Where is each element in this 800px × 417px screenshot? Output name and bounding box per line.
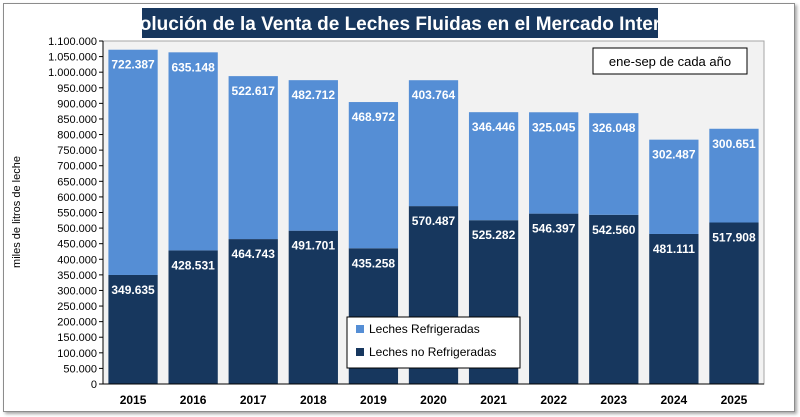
x-tick-label: 2022: [540, 393, 567, 407]
y-tick-label: 350.000: [57, 270, 97, 282]
bar-labels-group: 349.635 722.387 428.531 635.148 464.743 522.6…: [111, 58, 756, 297]
bar-data-label: 403.764: [412, 88, 456, 102]
bar-refrigeradas: [589, 113, 639, 215]
y-tick-label: 1.000.000: [48, 67, 97, 79]
y-tick-label: 550.000: [57, 208, 97, 220]
y-tick-label: 900.000: [57, 98, 97, 110]
y-tick-label: 700.000: [57, 161, 97, 173]
y-tick-label: 300.000: [57, 285, 97, 297]
bar-refrigeradas: [108, 49, 158, 275]
bar-no-refrigeradas: [288, 230, 338, 384]
bar-data-label: 482.712: [292, 88, 336, 102]
bar-data-label: 326.048: [592, 121, 636, 135]
bar-data-label: 300.651: [712, 137, 756, 151]
x-tick-label: 2019: [360, 393, 387, 407]
y-tick-label: 200.000: [57, 317, 97, 329]
bar-data-label: 517.908: [712, 231, 756, 245]
chart-title: Evolución de la Venta de Leches Fluidas …: [117, 14, 684, 35]
x-tick-label: 2021: [480, 393, 507, 407]
x-tick-label: 2023: [600, 393, 627, 407]
annotation-text: ene-sep de cada año: [609, 54, 731, 69]
y-tick-label: 850.000: [57, 114, 97, 126]
bar-refrigeradas: [348, 102, 399, 249]
y-tick-label: 150.000: [57, 332, 97, 344]
bar-data-label: 325.045: [532, 120, 576, 134]
bar-data-label: 481.111: [653, 242, 695, 256]
bar-data-label: 546.397: [532, 222, 576, 236]
bar-no-refrigeradas: [589, 214, 639, 384]
bar-refrigeradas: [228, 76, 278, 240]
bar-data-label: 491.701: [292, 239, 336, 253]
y-tick-label: 100.000: [57, 348, 97, 360]
bar-refrigeradas: [529, 112, 579, 214]
y-tick-label: 0: [91, 379, 97, 391]
bar-data-label: 722.387: [111, 58, 155, 72]
bar-data-label: 468.972: [352, 110, 396, 124]
bar-data-label: 435.258: [352, 256, 396, 270]
bar-no-refrigeradas: [649, 233, 699, 384]
bar-data-label: 542.560: [592, 223, 636, 237]
bar-refrigeradas: [408, 80, 459, 207]
bar-no-refrigeradas: [108, 274, 158, 384]
bar-no-refrigeradas: [228, 239, 278, 384]
x-tick-label: 2025: [721, 393, 748, 407]
bar-data-label: 570.487: [412, 214, 456, 228]
x-axis: 2015 2016 2017 2018 2019 2020 2021 2022 2023 2024…: [103, 383, 764, 407]
bar-refrigeradas: [709, 128, 759, 223]
bar-refrigeradas: [288, 80, 338, 231]
y-tick-label: 50.000: [63, 363, 97, 375]
title-banner: Evolución de la Venta de Leches Fluidas …: [117, 8, 684, 38]
bar-no-refrigeradas: [529, 213, 579, 384]
legend-swatch: [356, 348, 364, 356]
bar-data-label: 635.148: [171, 60, 215, 74]
y-tick-label: 450.000: [57, 239, 97, 251]
bar-refrigeradas: [168, 52, 218, 251]
y-tick-label: 1.050.000: [48, 52, 97, 64]
bar-refrigeradas: [649, 139, 699, 234]
x-tick-label: 2015: [120, 393, 147, 407]
legend-box: [346, 316, 521, 369]
legend-label: Leches Refrigeradas: [369, 322, 480, 336]
y-axis: 0 50.000 100.000 150.000 200.000 250.000 300.0…: [48, 36, 104, 391]
x-tick-label: 2020: [420, 393, 447, 407]
y-tick-label: 250.000: [57, 301, 97, 313]
bar-no-refrigeradas: [168, 250, 218, 384]
legend: Leches Refrigeradas Leches no Refrigerada…: [346, 316, 521, 369]
x-tick-label: 2024: [661, 393, 688, 407]
y-tick-label: 1.100.000: [48, 36, 97, 48]
legend-label: Leches no Refrigeradas: [369, 345, 496, 359]
y-tick-label: 800.000: [57, 130, 97, 142]
bar-data-label: 464.743: [232, 247, 276, 261]
x-tick-label: 2018: [300, 393, 327, 407]
y-tick-label: 400.000: [57, 254, 97, 266]
y-tick-label: 650.000: [57, 176, 97, 188]
y-axis-label: miles de litros de leche: [11, 156, 23, 268]
bar-data-label: 522.617: [232, 84, 276, 98]
x-tick-label: 2017: [240, 393, 267, 407]
x-tick-label: 2016: [180, 393, 207, 407]
y-tick-label: 750.000: [57, 145, 97, 157]
bar-data-label: 346.446: [472, 120, 516, 134]
bar-data-label: 349.635: [111, 283, 155, 297]
bar-data-label: 525.282: [472, 228, 516, 242]
title-background: [142, 8, 658, 38]
bar-no-refrigeradas: [709, 222, 759, 384]
bars-group: [108, 49, 759, 384]
y-tick-label: 950.000: [57, 83, 97, 95]
period-annotation: ene-sep de cada año: [592, 47, 748, 75]
bar-data-label: 428.531: [171, 258, 215, 272]
annotation-box: [592, 47, 748, 75]
bar-refrigeradas: [468, 112, 519, 221]
legend-swatch: [356, 325, 364, 333]
bar-data-label: 302.487: [652, 148, 696, 162]
y-tick-label: 600.000: [57, 192, 97, 204]
y-tick-label: 500.000: [57, 223, 97, 235]
